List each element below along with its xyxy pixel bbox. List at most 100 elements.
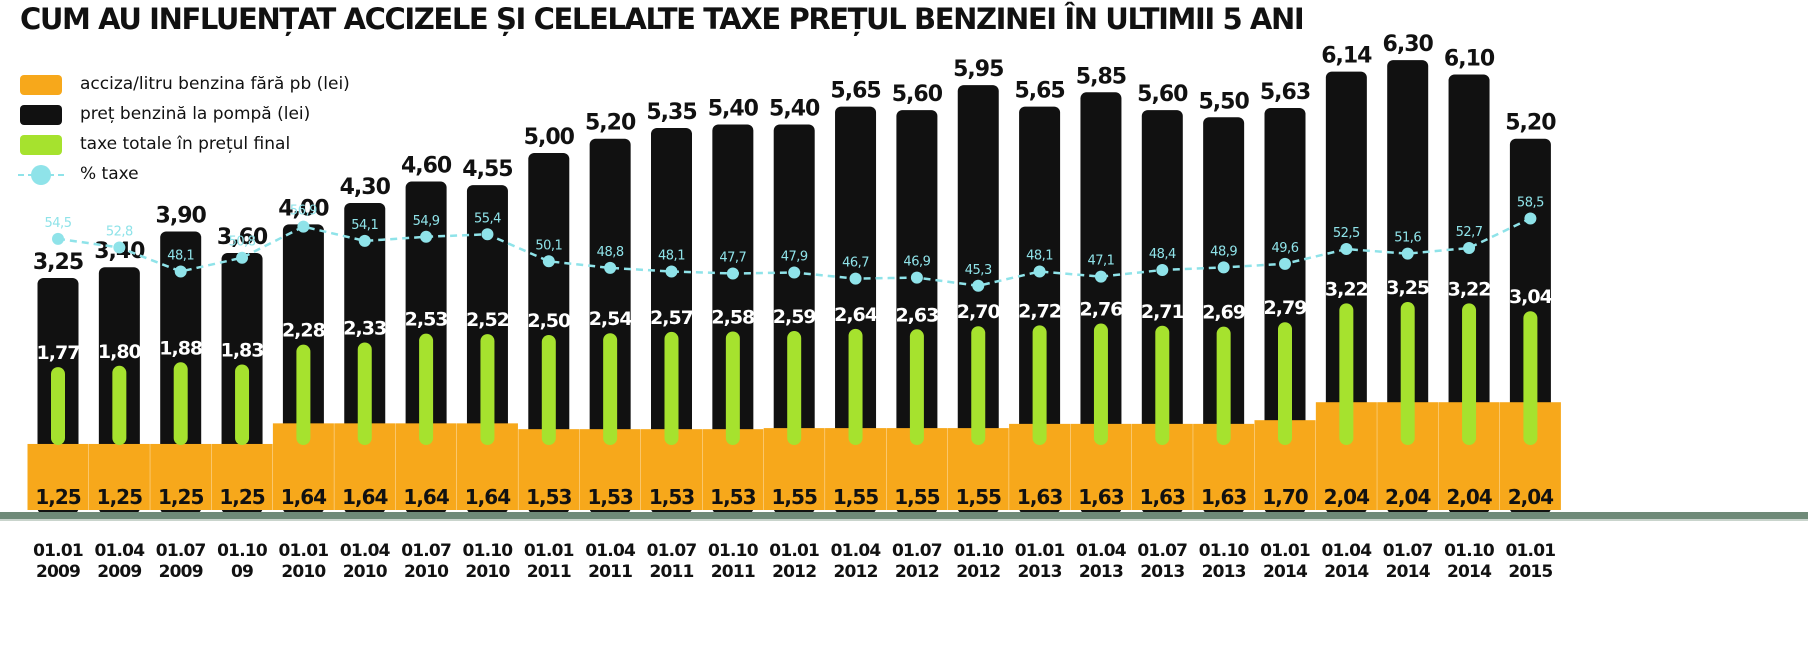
category-label-line2: 2009: [36, 562, 80, 582]
taxes-label: 2,64: [834, 304, 878, 326]
taxes-label: 2,69: [1202, 302, 1245, 324]
taxes-bar: [603, 333, 618, 445]
percent-point: [910, 271, 923, 284]
taxes-label: 2,50: [527, 310, 571, 332]
percent-label: 45,3: [965, 263, 992, 278]
category-label-line1: 01.04: [831, 541, 882, 561]
taxes-bar: [787, 331, 802, 445]
price-label: 5,60: [1137, 82, 1188, 107]
price-label: 4,30: [340, 175, 391, 200]
price-label: 5,20: [1505, 111, 1556, 136]
excise-label: 1,55: [956, 485, 1001, 509]
taxes-bar: [848, 328, 863, 445]
excise-label: 1,63: [1078, 485, 1123, 509]
taxes-label: 3,25: [1386, 277, 1429, 299]
percent-point: [113, 241, 126, 254]
price-bar: [1141, 110, 1183, 514]
excise-bar: [150, 443, 212, 510]
price-label: 5,60: [892, 82, 943, 107]
excise-label: 1,55: [772, 485, 817, 509]
percent-label: 52,8: [106, 225, 133, 240]
x-axis-baseline: [0, 512, 1808, 519]
price-label: 5,50: [1199, 89, 1250, 114]
percent-label: 58,5: [1517, 195, 1544, 210]
legend-dot-marker: [31, 165, 51, 185]
excise-label: 2,04: [1446, 485, 1491, 509]
excise-label: 1,53: [587, 485, 632, 509]
category-label-line2: 2013: [1140, 562, 1184, 582]
taxes-label: 2,53: [405, 309, 448, 331]
price-bar: [1019, 106, 1061, 514]
category-label-line2: 2011: [527, 562, 571, 582]
percent-label: 48,4: [1149, 247, 1176, 262]
legend-item: % taxe: [18, 160, 358, 190]
legend-swatch: [20, 135, 62, 155]
percent-label: 48,1: [658, 248, 685, 263]
legend-label: % taxe: [80, 164, 139, 184]
price-bar: [589, 138, 631, 514]
category-label-line1: 01.10: [217, 541, 268, 561]
category-label-line1: 01.04: [1321, 541, 1372, 561]
excise-label: 1,63: [1201, 485, 1246, 509]
excise-label: 1,53: [710, 485, 755, 509]
category-label-line1: 01.01: [1015, 541, 1065, 561]
category-label-line1: 01.10: [953, 541, 1004, 561]
price-bar: [1387, 60, 1429, 515]
percent-point: [358, 234, 371, 247]
category-label-line1: 01.07: [647, 541, 697, 561]
taxes-label: 2,52: [466, 309, 509, 331]
percent-label: 47,9: [781, 250, 808, 265]
taxes-bar: [296, 344, 311, 445]
excise-label: 1,64: [465, 485, 510, 509]
percent-point: [665, 265, 678, 278]
category-label-line1: 01.01: [279, 541, 329, 561]
price-label: 3,25: [33, 250, 83, 275]
excise-bar: [27, 443, 89, 510]
category-label-line2: 2014: [1386, 562, 1431, 582]
category-label-line2: 2010: [343, 562, 388, 582]
legend-label: preț benzină la pompă (lei): [80, 104, 311, 124]
taxes-label: 3,04: [1509, 286, 1553, 308]
excise-label: 1,64: [403, 485, 448, 509]
category-label-line2: 2010: [465, 562, 510, 582]
taxes-bar: [1093, 323, 1108, 445]
taxes-bar: [173, 362, 188, 445]
category-label-line2: 2014: [1324, 562, 1369, 582]
category-label-line2: 2012: [772, 562, 816, 582]
legend-swatch: [20, 105, 62, 125]
price-bar: [712, 124, 754, 514]
legend-swatch: [20, 75, 62, 95]
category-label-line2: 2015: [1508, 562, 1552, 582]
category-label-line1: 01.01: [524, 541, 574, 561]
taxes-label: 1,77: [37, 342, 80, 364]
taxes-bar: [1216, 326, 1231, 445]
percent-point: [1340, 243, 1353, 256]
price-label: 5,00: [524, 125, 575, 150]
excise-label: 1,70: [1262, 485, 1307, 509]
taxes-bar: [235, 364, 250, 445]
excise-label: 1,53: [649, 485, 694, 509]
percent-point: [52, 232, 64, 245]
excise-label: 1,55: [833, 485, 878, 509]
excise-label: 1,25: [35, 485, 80, 509]
taxes-bar: [1339, 303, 1354, 445]
excise-label: 2,04: [1324, 485, 1369, 509]
taxes-label: 2,71: [1141, 301, 1184, 323]
excise-label: 1,64: [342, 485, 387, 509]
category-label-line1: 01.07: [156, 541, 206, 561]
percent-label: 55,4: [474, 211, 501, 226]
percent-label: 52,7: [1456, 225, 1483, 240]
percent-point: [1217, 261, 1230, 274]
price-bar: [1264, 108, 1306, 514]
taxes-bar: [541, 335, 556, 445]
category-label-line2: 2013: [1202, 562, 1246, 582]
category-label-line1: 01.04: [340, 541, 391, 561]
taxes-label: 2,72: [1018, 300, 1061, 322]
price-label: 5,40: [769, 96, 820, 121]
category-label-line1: 01.10: [1199, 541, 1250, 561]
category-label-line1: 01.01: [1260, 541, 1310, 561]
taxes-label: 2,79: [1264, 297, 1307, 319]
legend-label: taxe totale în prețul final: [80, 134, 291, 154]
percent-point: [236, 251, 249, 264]
